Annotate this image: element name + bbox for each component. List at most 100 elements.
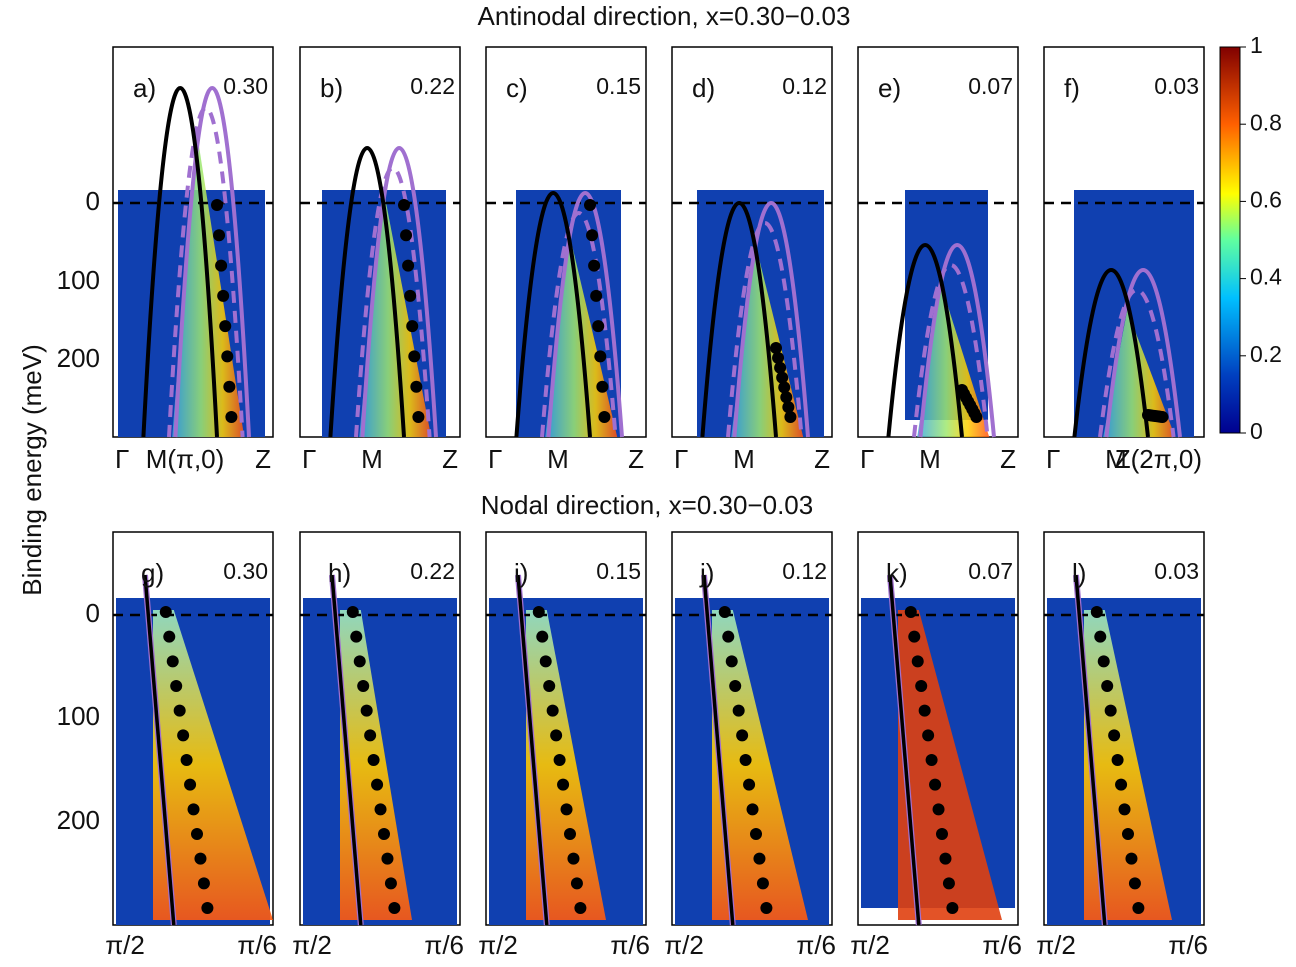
fit-dot xyxy=(564,828,576,840)
bare-band xyxy=(702,574,735,926)
fit-dot xyxy=(170,680,183,692)
fit-dot xyxy=(718,606,731,618)
x-tick-label: π/2 xyxy=(664,930,704,960)
bare-band xyxy=(516,574,549,926)
x-tick-label: Z xyxy=(628,444,644,474)
fit-dot xyxy=(750,828,762,840)
dispersion-curve xyxy=(726,221,804,438)
fit-dot xyxy=(163,630,176,643)
fit-dot xyxy=(922,729,935,742)
fit-dot xyxy=(346,606,359,618)
fit-dot xyxy=(191,828,203,840)
x-tick-label: π/2 xyxy=(1036,930,1076,960)
colorbar-tick-label: 0.8 xyxy=(1250,109,1282,135)
fit-dot xyxy=(173,704,186,717)
fit-dot xyxy=(736,729,749,742)
fit-dot xyxy=(904,606,917,618)
fit-dot xyxy=(939,852,952,865)
fit-dot xyxy=(596,380,609,393)
fit-dot xyxy=(1118,803,1131,816)
x-tick-label: π/6 xyxy=(237,930,277,960)
doping: 0.15 xyxy=(596,558,641,584)
fit-dot xyxy=(932,803,945,816)
y-tick-label: 100 xyxy=(57,701,100,731)
fit-dot xyxy=(539,655,552,668)
fit-dot xyxy=(536,630,549,643)
doping: 0.15 xyxy=(596,73,641,99)
fit-dot xyxy=(570,877,583,890)
fit-dot xyxy=(1090,606,1103,618)
fit-dot xyxy=(1104,704,1117,717)
panel-label: j) xyxy=(699,558,714,588)
fit-dot xyxy=(594,350,607,363)
x-tick-label: M xyxy=(547,444,569,474)
fit-dot xyxy=(166,655,179,668)
fit-dot xyxy=(184,778,197,791)
fit-dot xyxy=(221,350,234,363)
bare-band xyxy=(330,574,363,926)
doping: 0.12 xyxy=(782,73,827,99)
fit-dot xyxy=(384,877,397,890)
dispersion-curve xyxy=(328,146,406,438)
fit-dot xyxy=(194,852,207,865)
fit-dot xyxy=(946,902,959,914)
x-tick-label: π/6 xyxy=(982,930,1022,960)
x-tick-label: M xyxy=(733,444,755,474)
fit-dot xyxy=(408,350,421,363)
fit-dot xyxy=(217,289,230,302)
fit-dot xyxy=(1128,877,1141,890)
fit-dot xyxy=(1111,754,1124,766)
fit-dot xyxy=(774,361,787,374)
x-tick-label: Γ xyxy=(860,444,874,474)
colorbar-tick-label: 0.4 xyxy=(1250,264,1282,290)
fit-dot xyxy=(374,803,387,816)
fit-dot xyxy=(778,381,791,394)
fit-dot xyxy=(1156,411,1169,423)
dispersion-curve xyxy=(540,211,618,438)
y-label: Binding energy (meV) xyxy=(17,344,47,595)
colorbar-tick-label: 0.2 xyxy=(1250,341,1282,367)
dispersion-curve xyxy=(918,243,996,438)
fit-dot xyxy=(412,411,425,423)
fit-dot xyxy=(729,680,742,692)
fit-dot xyxy=(722,630,735,643)
fit-dot xyxy=(772,351,785,364)
spectral-weight xyxy=(153,610,273,920)
bottom-title: Nodal direction, x=0.30−0.03 xyxy=(481,490,813,520)
colorbar-tick-label: 1 xyxy=(1250,32,1263,58)
fit-dot xyxy=(598,411,611,423)
fit-dot xyxy=(592,320,605,333)
fit-dot xyxy=(1125,852,1138,865)
fit-dot xyxy=(574,902,587,914)
fit-dot xyxy=(388,902,401,914)
fit-dot xyxy=(743,778,756,791)
doping: 0.22 xyxy=(410,558,455,584)
x-tick-label: Γ xyxy=(302,444,316,474)
doping: 0.22 xyxy=(410,73,455,99)
dispersion-curve xyxy=(360,146,438,438)
doping: 0.07 xyxy=(968,558,1013,584)
fit-dot xyxy=(543,680,556,692)
doping: 0.03 xyxy=(1154,558,1199,584)
panel-label: h) xyxy=(328,558,351,588)
panel-label: l) xyxy=(1072,558,1086,588)
fit-dot xyxy=(770,342,782,354)
x-tick-label: π/2 xyxy=(105,930,145,960)
x-tick-label: π/6 xyxy=(424,930,464,960)
fit-dot xyxy=(584,199,596,211)
fit-dot xyxy=(1101,680,1114,692)
panel-label: k) xyxy=(886,558,908,588)
dispersion-curve xyxy=(514,191,592,438)
fit-dot xyxy=(1132,902,1145,914)
fit-dot xyxy=(406,320,419,333)
dispersion-curve xyxy=(886,243,964,438)
x-tick-label: π/2 xyxy=(850,930,890,960)
doping: 0.30 xyxy=(223,558,268,584)
y-tick-label: 0 xyxy=(86,598,100,628)
fit-dot xyxy=(942,877,955,890)
x-tick-label: Γ xyxy=(115,444,129,474)
fit-dot xyxy=(360,704,373,717)
fit-dot xyxy=(410,380,423,393)
x-tick-label: M xyxy=(919,444,941,474)
